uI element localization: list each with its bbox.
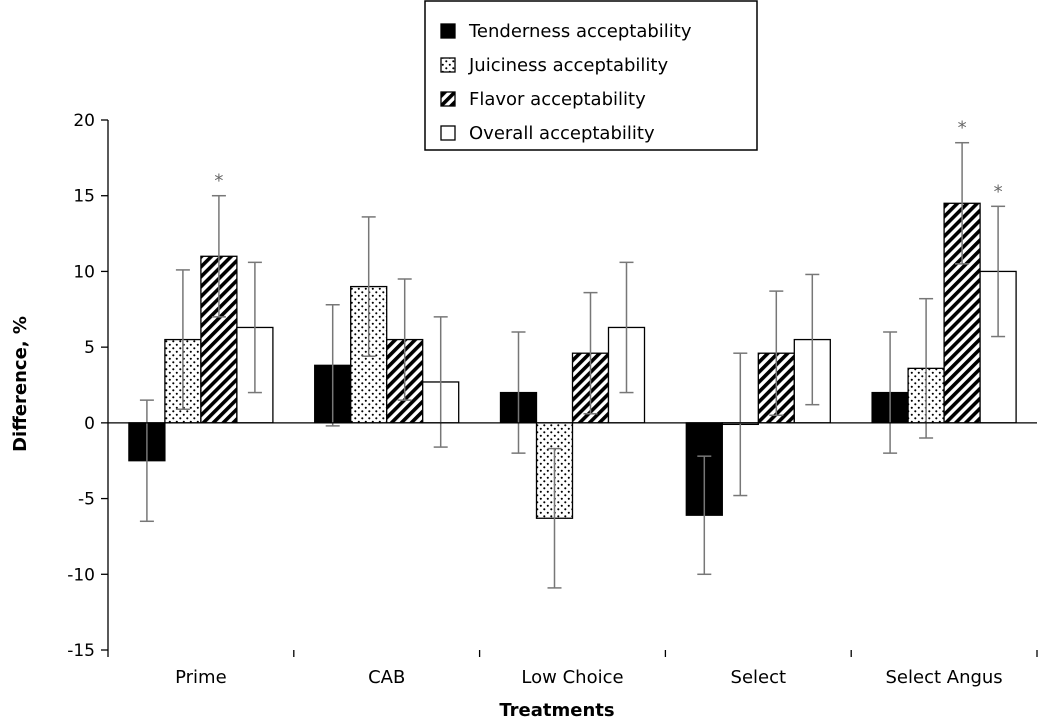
legend-swatch: [440, 57, 456, 73]
category-label: Select: [731, 667, 787, 688]
x-axis: Prime CAB Low Choice Select Select Angus: [107, 422, 1038, 688]
significance-markers: * * *: [214, 118, 1002, 203]
y-tick-label: 10: [73, 262, 95, 282]
category-label: CAB: [368, 667, 405, 688]
y-tick-label: -10: [67, 565, 95, 585]
legend-label: Tenderness acceptability: [468, 21, 692, 42]
y-tick-label: 5: [84, 338, 95, 358]
significance-star: *: [994, 181, 1003, 202]
legend-swatch: [440, 125, 456, 141]
legend-label: Overall acceptability: [469, 123, 655, 144]
y-tick-label: -5: [78, 490, 95, 510]
category-label: Low Choice: [521, 667, 623, 688]
legend-label: Juiciness acceptability: [468, 55, 668, 76]
y-tick-label: -15: [67, 641, 95, 661]
bars: [128, 202, 1017, 519]
y-axis: -15 -10 -5 0 5 10 15 20: [67, 111, 109, 661]
error-bars: [139, 141, 1006, 589]
category-label: Select Angus: [886, 667, 1003, 688]
legend: Tenderness acceptability Juiciness accept…: [424, 0, 758, 151]
legend-label: Flavor acceptability: [469, 89, 646, 110]
plot-area: -15 -10 -5 0 5 10 15 20 * * * Prime CAB Low Choice S…: [67, 111, 1038, 688]
legend-swatch: [440, 91, 456, 107]
legend-swatch: [440, 23, 456, 39]
x-axis-title: Treatments: [499, 700, 614, 721]
significance-star: *: [958, 118, 967, 139]
category-label: Prime: [175, 667, 227, 688]
y-axis-title: Difference, %: [10, 316, 31, 452]
y-tick-label: 15: [73, 187, 95, 207]
y-tick-label: 20: [73, 111, 95, 131]
bar: [943, 202, 981, 424]
legend-frame: [424, 0, 758, 151]
y-tick-label: 0: [84, 414, 95, 434]
significance-star: *: [214, 171, 223, 192]
